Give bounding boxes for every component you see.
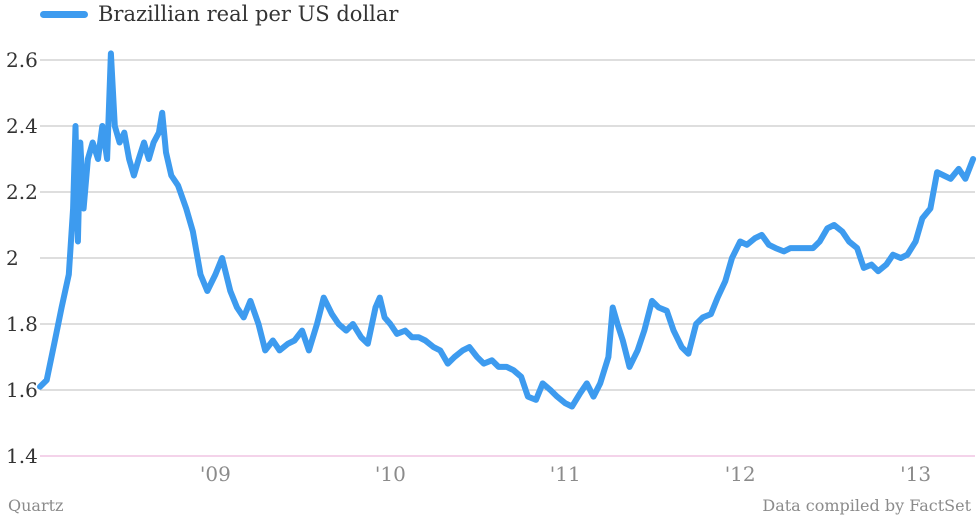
legend-swatch [40,10,88,18]
x-tick-label: '10 [375,462,406,486]
y-tick-label: 2.2 [6,180,38,204]
y-tick-label: 1.6 [6,378,38,402]
series-line [37,50,977,410]
grid-lines [40,59,975,457]
x-tick-label: '09 [200,462,231,486]
x-tick-label: '12 [725,462,756,486]
x-axis-ticks: '09 '10 '11 '12 '13 [200,462,931,486]
y-tick-label: 2.4 [6,114,38,138]
y-tick-label: 1.4 [6,444,38,468]
legend: Brazillian real per US dollar [40,2,398,26]
y-tick-label: 1.8 [6,312,38,336]
y-tick-label: 2 [6,246,19,270]
legend-label: Brazillian real per US dollar [98,2,399,26]
y-tick-label: 2.6 [6,48,38,72]
x-tick-label: '11 [550,462,581,486]
x-tick-label: '13 [900,462,931,486]
credit-label: Data compiled by FactSet [762,496,971,515]
source-label: Quartz [8,496,64,515]
y-axis-ticks: 1.4 1.6 1.8 2 2.2 2.4 2.6 [6,48,38,468]
